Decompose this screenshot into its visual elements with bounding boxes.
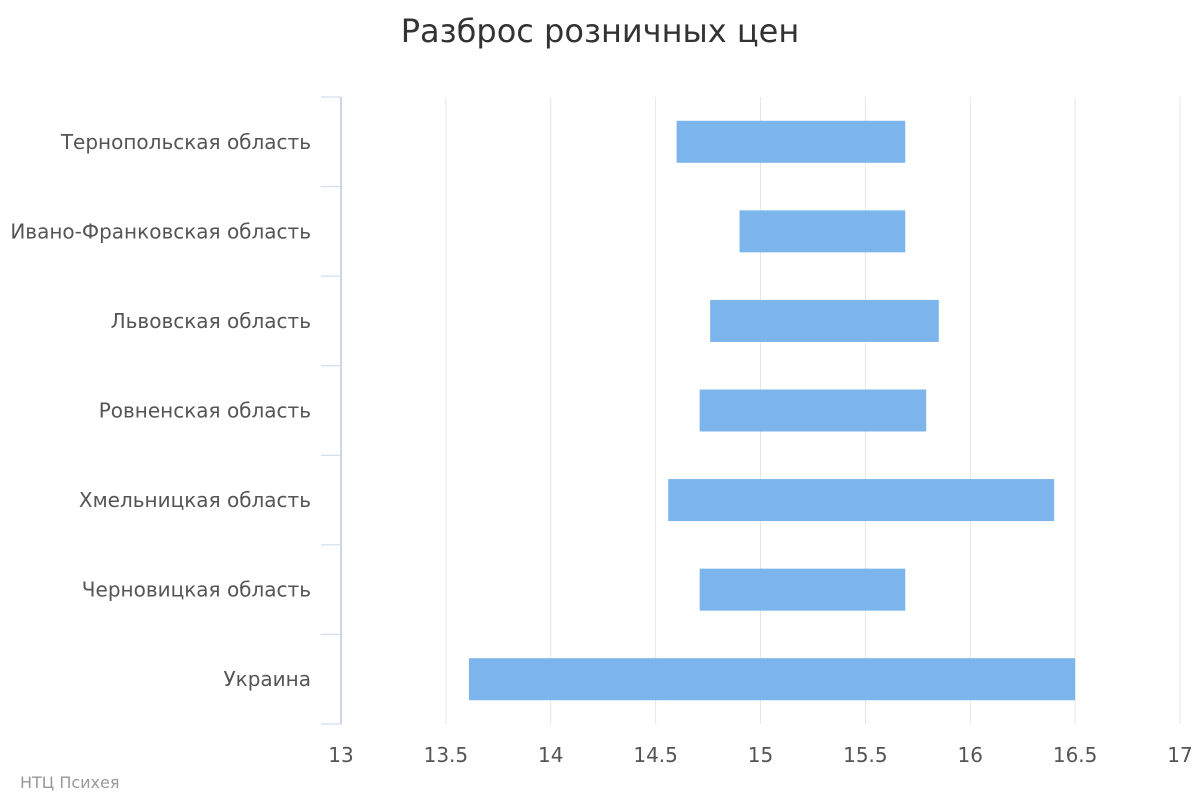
- range-bar: [468, 658, 1076, 701]
- range-bar: [699, 389, 927, 432]
- x-tick-label: 16.5: [1053, 743, 1098, 767]
- range-bar: [710, 299, 939, 342]
- grid-layer: [445, 97, 1181, 724]
- range-bar: [699, 568, 906, 611]
- category-label: Украина: [223, 667, 311, 691]
- credits-text[interactable]: НТЦ Психея: [20, 773, 120, 792]
- category-label: Львовская область: [111, 309, 311, 333]
- category-label: Ивано-Франковская область: [10, 219, 311, 243]
- value-axis-labels: 13 13.5 14 14.5 15 15.5 16 16.5 17: [328, 743, 1192, 767]
- category-label: Хмельницкая область: [79, 488, 311, 512]
- category-axis: [321, 96, 342, 725]
- x-tick-label: 14.5: [633, 743, 678, 767]
- x-tick-label: 14: [538, 743, 563, 767]
- range-bar: [668, 479, 1055, 522]
- category-labels: Тернопольская область Ивано-Франковская о…: [10, 130, 311, 691]
- x-tick-label: 15: [748, 743, 773, 767]
- x-tick-label: 13.5: [424, 743, 469, 767]
- range-bar: [676, 120, 906, 163]
- x-tick-label: 13: [328, 743, 353, 767]
- x-tick-label: 17: [1167, 743, 1192, 767]
- category-label: Ровненская область: [99, 399, 311, 423]
- bar-layer: [468, 120, 1076, 701]
- chart-title: Разброс розничных цен: [400, 12, 800, 50]
- category-label: Тернопольская область: [60, 130, 311, 154]
- range-bar: [739, 210, 906, 253]
- category-label: Черновицкая область: [82, 578, 311, 602]
- x-tick-label: 15.5: [843, 743, 888, 767]
- x-tick-label: 16: [958, 743, 983, 767]
